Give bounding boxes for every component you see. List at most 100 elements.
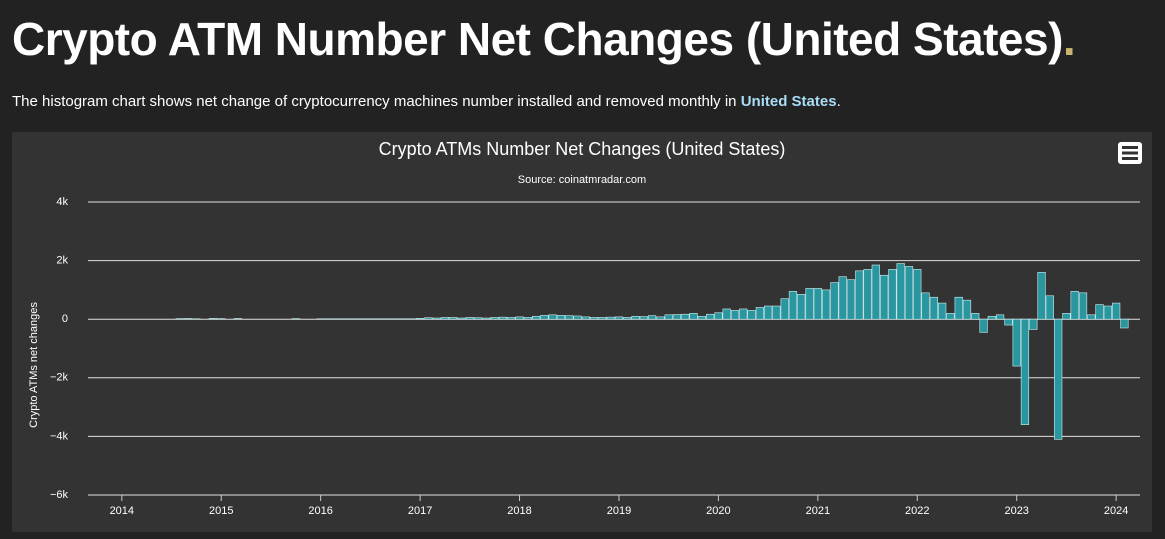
menu-line: [1122, 157, 1138, 160]
y-axis-label: Crypto ATMs net changes: [28, 302, 40, 428]
chart-box: Crypto ATMs Number Net Changes (United S…: [12, 132, 1152, 532]
bar: [954, 296, 963, 320]
heading-text: Crypto ATM Number Net Changes (United St…: [12, 13, 1063, 65]
bar: [755, 307, 764, 320]
bar: [1103, 305, 1112, 320]
bar: [639, 316, 648, 320]
bar: [1045, 295, 1054, 320]
bar: [880, 274, 889, 320]
bar: [805, 288, 814, 320]
bar: [457, 317, 466, 320]
x-tick-label: 2017: [408, 505, 432, 517]
bar: [532, 315, 541, 320]
x-tick-label: 2024: [1104, 505, 1128, 517]
bar: [1012, 318, 1021, 367]
intro-text: The histogram chart shows net change of …: [12, 93, 741, 110]
bar: [656, 316, 665, 320]
bar: [590, 317, 599, 320]
bar: [813, 288, 822, 320]
bar: [515, 316, 524, 320]
bar: [556, 315, 566, 320]
bar: [291, 318, 300, 320]
bar: [846, 279, 856, 320]
bar: [184, 318, 193, 320]
bar: [788, 291, 798, 320]
bar: [855, 270, 864, 320]
bar: [938, 302, 947, 320]
intro-end: .: [836, 93, 841, 110]
bar: [1095, 304, 1104, 320]
bar: [1070, 291, 1079, 320]
bar: [995, 314, 1005, 320]
x-tick-label: 2021: [806, 505, 830, 517]
bar: [208, 318, 218, 320]
heading-dot: .: [1062, 13, 1076, 65]
x-tick-label: 2023: [1004, 505, 1028, 517]
bar: [1037, 272, 1046, 320]
y-tick-label: 2k: [56, 255, 68, 267]
page-heading: Crypto ATM Number Net Changes (United St…: [12, 12, 1076, 66]
bar: [664, 314, 673, 320]
bar: [830, 282, 839, 320]
bar: [473, 317, 483, 320]
bar: [217, 318, 226, 320]
bar: [946, 313, 955, 320]
menu-line: [1122, 146, 1138, 149]
bar: [482, 317, 491, 320]
bar: [730, 310, 740, 320]
bar: [1004, 318, 1013, 326]
bar: [606, 316, 615, 320]
bar: [1112, 302, 1121, 320]
menu-button[interactable]: [1118, 142, 1142, 164]
x-tick-label: 2015: [209, 505, 233, 517]
bar: [987, 315, 996, 320]
bar: [904, 266, 914, 320]
intro: The histogram chart shows net change of …: [12, 93, 841, 110]
bar: [623, 317, 632, 320]
menu-line: [1122, 151, 1138, 155]
bar: [896, 263, 905, 320]
bar: [415, 318, 425, 320]
bar: [540, 315, 549, 320]
bar: [1078, 292, 1088, 320]
country-link[interactable]: United States: [740, 93, 837, 110]
y-tick-label: 4k: [56, 196, 68, 208]
x-tick-label: 2018: [507, 505, 531, 517]
chart: Crypto ATMs Number Net Changes (United S…: [28, 139, 1142, 517]
bar: [888, 269, 897, 320]
x-tick-label: 2019: [607, 505, 631, 517]
bar: [962, 299, 972, 320]
bar: [507, 317, 516, 320]
x-tick-label: 2022: [905, 505, 929, 517]
bar: [498, 316, 508, 320]
y-tick-label: −6k: [50, 489, 69, 501]
bar: [929, 296, 938, 320]
bar: [565, 315, 574, 320]
bar: [523, 317, 532, 320]
bar: [233, 318, 242, 320]
bar: [722, 308, 731, 320]
bar: [424, 317, 433, 320]
bar: [689, 313, 698, 320]
bar: [706, 313, 715, 320]
bar: [772, 305, 781, 320]
bar: [971, 313, 980, 320]
chart-subtitle: Source: coinatmradar.com: [518, 174, 646, 186]
y-tick-label: −4k: [50, 430, 69, 442]
bar: [1029, 318, 1038, 330]
bar: [449, 317, 458, 320]
bar: [838, 276, 847, 320]
bar: [714, 312, 723, 320]
chart-title: Crypto ATMs Number Net Changes (United S…: [379, 139, 786, 159]
y-tick-label: 0: [62, 313, 68, 325]
bar: [979, 318, 988, 333]
bar: [821, 289, 831, 320]
bar: [697, 315, 706, 320]
bar: [647, 315, 657, 320]
bar: [681, 313, 690, 320]
bar: [175, 318, 184, 320]
x-tick-label: 2014: [110, 505, 134, 517]
bar: [440, 317, 450, 320]
bar: [1062, 313, 1071, 320]
